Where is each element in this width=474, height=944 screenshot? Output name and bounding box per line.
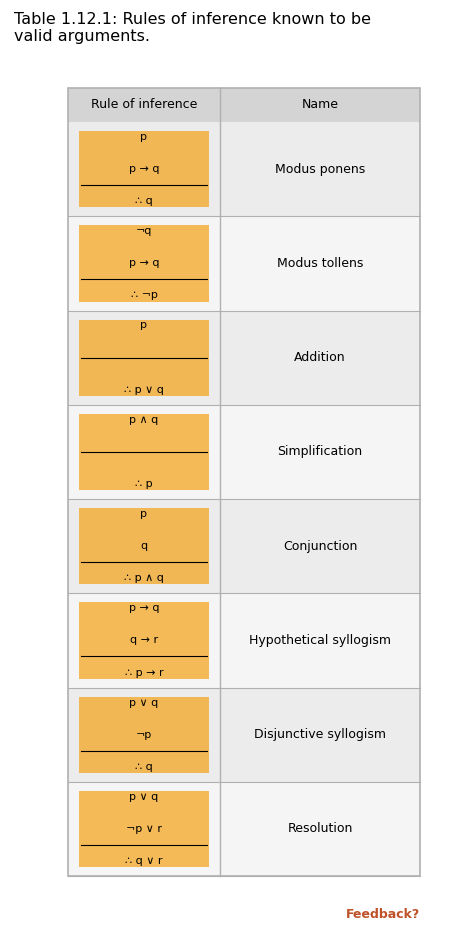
Bar	[68, 311, 420, 405]
Text: p → q: p → q	[129, 259, 159, 268]
Text: q → r: q → r	[130, 635, 158, 646]
Bar	[68, 122, 420, 216]
Text: Hypothetical syllogism: Hypothetical syllogism	[249, 633, 391, 647]
Bar	[79, 602, 209, 679]
Bar	[79, 508, 209, 584]
Bar	[79, 226, 209, 301]
Bar	[68, 88, 420, 876]
Bar	[79, 697, 209, 773]
Text: ¬q: ¬q	[136, 227, 152, 236]
Text: q: q	[140, 541, 147, 551]
Text: p → q: p → q	[129, 603, 159, 614]
Bar	[68, 687, 420, 782]
Text: ∴ p ∧ q: ∴ p ∧ q	[124, 573, 164, 583]
Bar	[68, 782, 420, 876]
Text: p → q: p → q	[129, 164, 159, 174]
Text: ∴ ¬p: ∴ ¬p	[130, 291, 157, 300]
Text: Disjunctive syllogism: Disjunctive syllogism	[254, 728, 386, 741]
Text: ∴ q: ∴ q	[135, 196, 153, 206]
Text: ∴ p: ∴ p	[135, 479, 153, 489]
Text: Modus tollens: Modus tollens	[277, 257, 363, 270]
Bar	[79, 131, 209, 208]
Bar	[79, 413, 209, 490]
Bar	[68, 499, 420, 593]
Text: p ∨ q: p ∨ q	[129, 698, 159, 707]
Text: p ∨ q: p ∨ q	[129, 792, 159, 801]
Text: Modus ponens: Modus ponens	[275, 162, 365, 176]
Bar	[79, 791, 209, 867]
Text: p ∧ q: p ∧ q	[129, 414, 159, 425]
Bar	[68, 593, 420, 687]
Text: p: p	[140, 321, 147, 330]
Bar	[79, 319, 209, 396]
Text: Simplification: Simplification	[277, 446, 363, 459]
Text: ∴ p ∨ q: ∴ p ∨ q	[124, 385, 164, 395]
Text: ¬p: ¬p	[136, 730, 152, 740]
Text: p: p	[140, 509, 147, 519]
Bar	[68, 88, 420, 122]
Text: Name: Name	[301, 98, 338, 111]
Text: p: p	[140, 132, 147, 142]
Text: Conjunction: Conjunction	[283, 540, 357, 552]
Text: Resolution: Resolution	[287, 822, 353, 835]
Text: Rule of inference: Rule of inference	[91, 98, 197, 111]
Text: ¬p ∨ r: ¬p ∨ r	[126, 824, 162, 834]
Text: Feedback?: Feedback?	[346, 907, 420, 920]
Text: Addition: Addition	[294, 351, 346, 364]
Text: ∴ p → r: ∴ p → r	[125, 667, 164, 678]
Bar	[68, 216, 420, 311]
Text: Table 1.12.1: Rules of inference known to be
valid arguments.: Table 1.12.1: Rules of inference known t…	[14, 12, 371, 44]
Text: ∴ q: ∴ q	[135, 762, 153, 772]
Text: ∴ q ∨ r: ∴ q ∨ r	[125, 856, 163, 866]
Bar	[68, 405, 420, 499]
